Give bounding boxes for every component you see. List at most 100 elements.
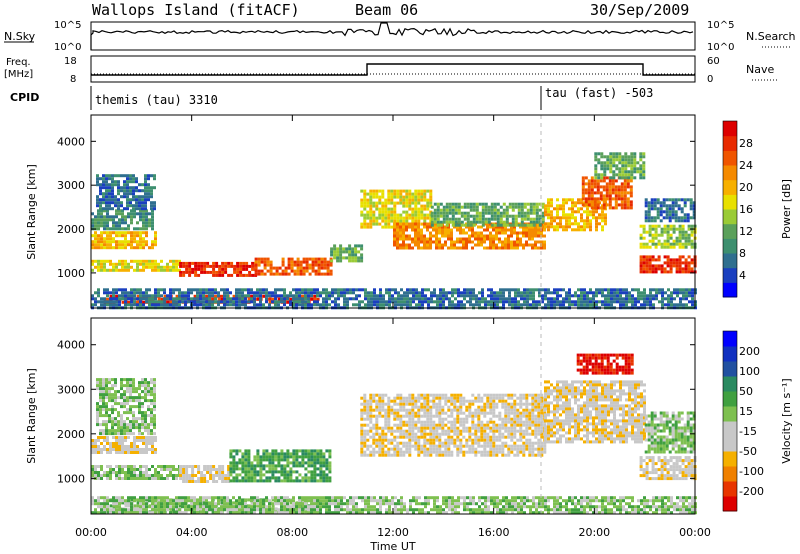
power-colorbar-tick: 16 bbox=[739, 203, 753, 216]
nave-tick-top: 60 bbox=[707, 56, 720, 67]
velocity-colorbar-segment bbox=[723, 346, 737, 362]
power-data bbox=[91, 152, 697, 310]
nsearch-tick-top: 10^5 bbox=[707, 20, 734, 31]
velocity-ytick-label: 2000 bbox=[57, 428, 85, 441]
velocity-panel: 1000 2000 3000 4000 Slant Range [km] 200 100… bbox=[25, 317, 793, 515]
velocity-ylabel: Slant Range [km] bbox=[25, 368, 38, 464]
cpid-label: CPID bbox=[10, 91, 39, 104]
power-colorbar-segment bbox=[723, 282, 737, 298]
power-ytick-label: 3000 bbox=[57, 179, 85, 192]
nave-tick-bottom: 0 bbox=[707, 74, 713, 85]
date-title: 30/Sep/2009 bbox=[590, 1, 689, 19]
velocity-data bbox=[91, 353, 697, 515]
velocity-colorbar-tick: -200 bbox=[739, 485, 764, 498]
velocity-colorbar-segment bbox=[723, 331, 737, 347]
nsearch-tick-bottom: 10^0 bbox=[707, 42, 734, 53]
velocity-colorbar-tick: -50 bbox=[739, 445, 757, 458]
x-tick-label: 04:00 bbox=[176, 526, 208, 539]
x-tick-label: 08:00 bbox=[276, 526, 308, 539]
velocity-colorbar-tick: 15 bbox=[739, 405, 753, 418]
velocity-colorbar-frame bbox=[722, 330, 738, 512]
power-colorbar-segment bbox=[723, 209, 737, 225]
freq-tick-bottom: 8 bbox=[70, 74, 76, 85]
velocity-ytick-label: 3000 bbox=[57, 383, 85, 396]
nsky-trace bbox=[90, 22, 694, 50]
power-colorbar-segment bbox=[723, 179, 737, 195]
power-band bbox=[91, 288, 697, 310]
velocity-ytick-label: 1000 bbox=[57, 472, 85, 485]
velocity-colorbar-segment bbox=[723, 361, 737, 377]
power-band bbox=[96, 174, 156, 211]
freq-tick-top: 18 bbox=[64, 56, 77, 67]
power-ylabel: Slant Range [km] bbox=[25, 164, 38, 260]
power-band bbox=[254, 257, 333, 276]
velocity-band bbox=[91, 436, 157, 454]
power-ytick-label: 1000 bbox=[57, 267, 85, 280]
power-colorbar-segment bbox=[723, 267, 737, 283]
freq-strip-frame bbox=[90, 55, 696, 83]
velocity-band bbox=[96, 378, 156, 436]
nsky-strip-frame bbox=[90, 21, 696, 51]
power-colorbar-label: Power [dB] bbox=[780, 179, 793, 239]
power-band bbox=[91, 209, 154, 231]
power-band bbox=[360, 189, 433, 229]
freq-unit-label: [MHz] bbox=[4, 69, 33, 80]
power-colorbar-segment bbox=[723, 253, 737, 269]
power-ytick-label: 4000 bbox=[57, 135, 85, 148]
power-colorbar-segment bbox=[723, 165, 737, 181]
nsky-label: N.Sky bbox=[4, 30, 36, 43]
x-tick-label: 16:00 bbox=[478, 526, 510, 539]
velocity-colorbar-segment bbox=[723, 406, 737, 422]
x-tick-label: 20:00 bbox=[578, 526, 610, 539]
velocity-band bbox=[576, 353, 634, 375]
velocity-band bbox=[360, 393, 547, 457]
power-colorbar-tick: 4 bbox=[739, 269, 746, 282]
power-colorbar-tick: 12 bbox=[739, 225, 753, 238]
velocity-colorbar-tick: 200 bbox=[739, 345, 760, 358]
power-band bbox=[639, 224, 697, 249]
nave-label: Nave bbox=[746, 63, 774, 76]
power-colorbar-segment bbox=[723, 238, 737, 254]
power-band bbox=[594, 152, 646, 180]
velocity-band bbox=[229, 449, 332, 483]
power-colorbar-segment bbox=[723, 150, 737, 166]
x-tick-label: 00:00 bbox=[75, 526, 107, 539]
velocity-colorbar-label: Velocity [m s⁻¹] bbox=[780, 378, 793, 463]
power-band bbox=[430, 202, 545, 227]
power-band bbox=[581, 176, 633, 210]
velocity-colorbar-segment bbox=[723, 421, 737, 437]
velocity-band bbox=[644, 411, 696, 454]
cpid-program-2: tau (fast) -503 bbox=[545, 86, 653, 100]
power-colorbar-tick: 28 bbox=[739, 137, 753, 150]
power-colorbar-segment bbox=[723, 135, 737, 151]
velocity-band bbox=[91, 496, 697, 515]
x-axis-label: Time UT bbox=[369, 540, 415, 553]
power-band bbox=[91, 259, 181, 272]
velocity-colorbar-segment bbox=[723, 376, 737, 392]
velocity-colorbar-tick: -15 bbox=[739, 425, 757, 438]
power-colorbar-tick: 20 bbox=[739, 181, 753, 194]
nsky-tick-top: 10^5 bbox=[54, 20, 81, 31]
velocity-colorbar-segment bbox=[723, 451, 737, 467]
power-colorbar-tick: 8 bbox=[739, 247, 746, 260]
velocity-colorbar-segment bbox=[723, 391, 737, 407]
velocity-band bbox=[544, 380, 646, 444]
freq-label: Freq. bbox=[6, 57, 31, 68]
velocity-ytick-label: 4000 bbox=[57, 339, 85, 352]
nsky-tick-bottom: 10^0 bbox=[54, 42, 81, 53]
power-colorbar-tick: 24 bbox=[739, 159, 753, 172]
nsearch-label: N.Search bbox=[746, 30, 796, 43]
power-colorbar-frame bbox=[722, 120, 738, 298]
power-band bbox=[330, 244, 364, 263]
velocity-colorbar-tick: -100 bbox=[739, 465, 764, 478]
power-band bbox=[91, 231, 157, 250]
x-tick-label: 00:00 bbox=[679, 526, 711, 539]
velocity-band bbox=[179, 465, 231, 483]
velocity-band bbox=[639, 456, 697, 481]
velocity-colorbar-tick: 50 bbox=[739, 385, 753, 398]
x-tick-label: 12:00 bbox=[377, 526, 409, 539]
cpid-program-1: themis (tau) 3310 bbox=[95, 93, 218, 107]
freq-trace bbox=[91, 63, 695, 76]
power-colorbar-segment bbox=[723, 194, 737, 210]
